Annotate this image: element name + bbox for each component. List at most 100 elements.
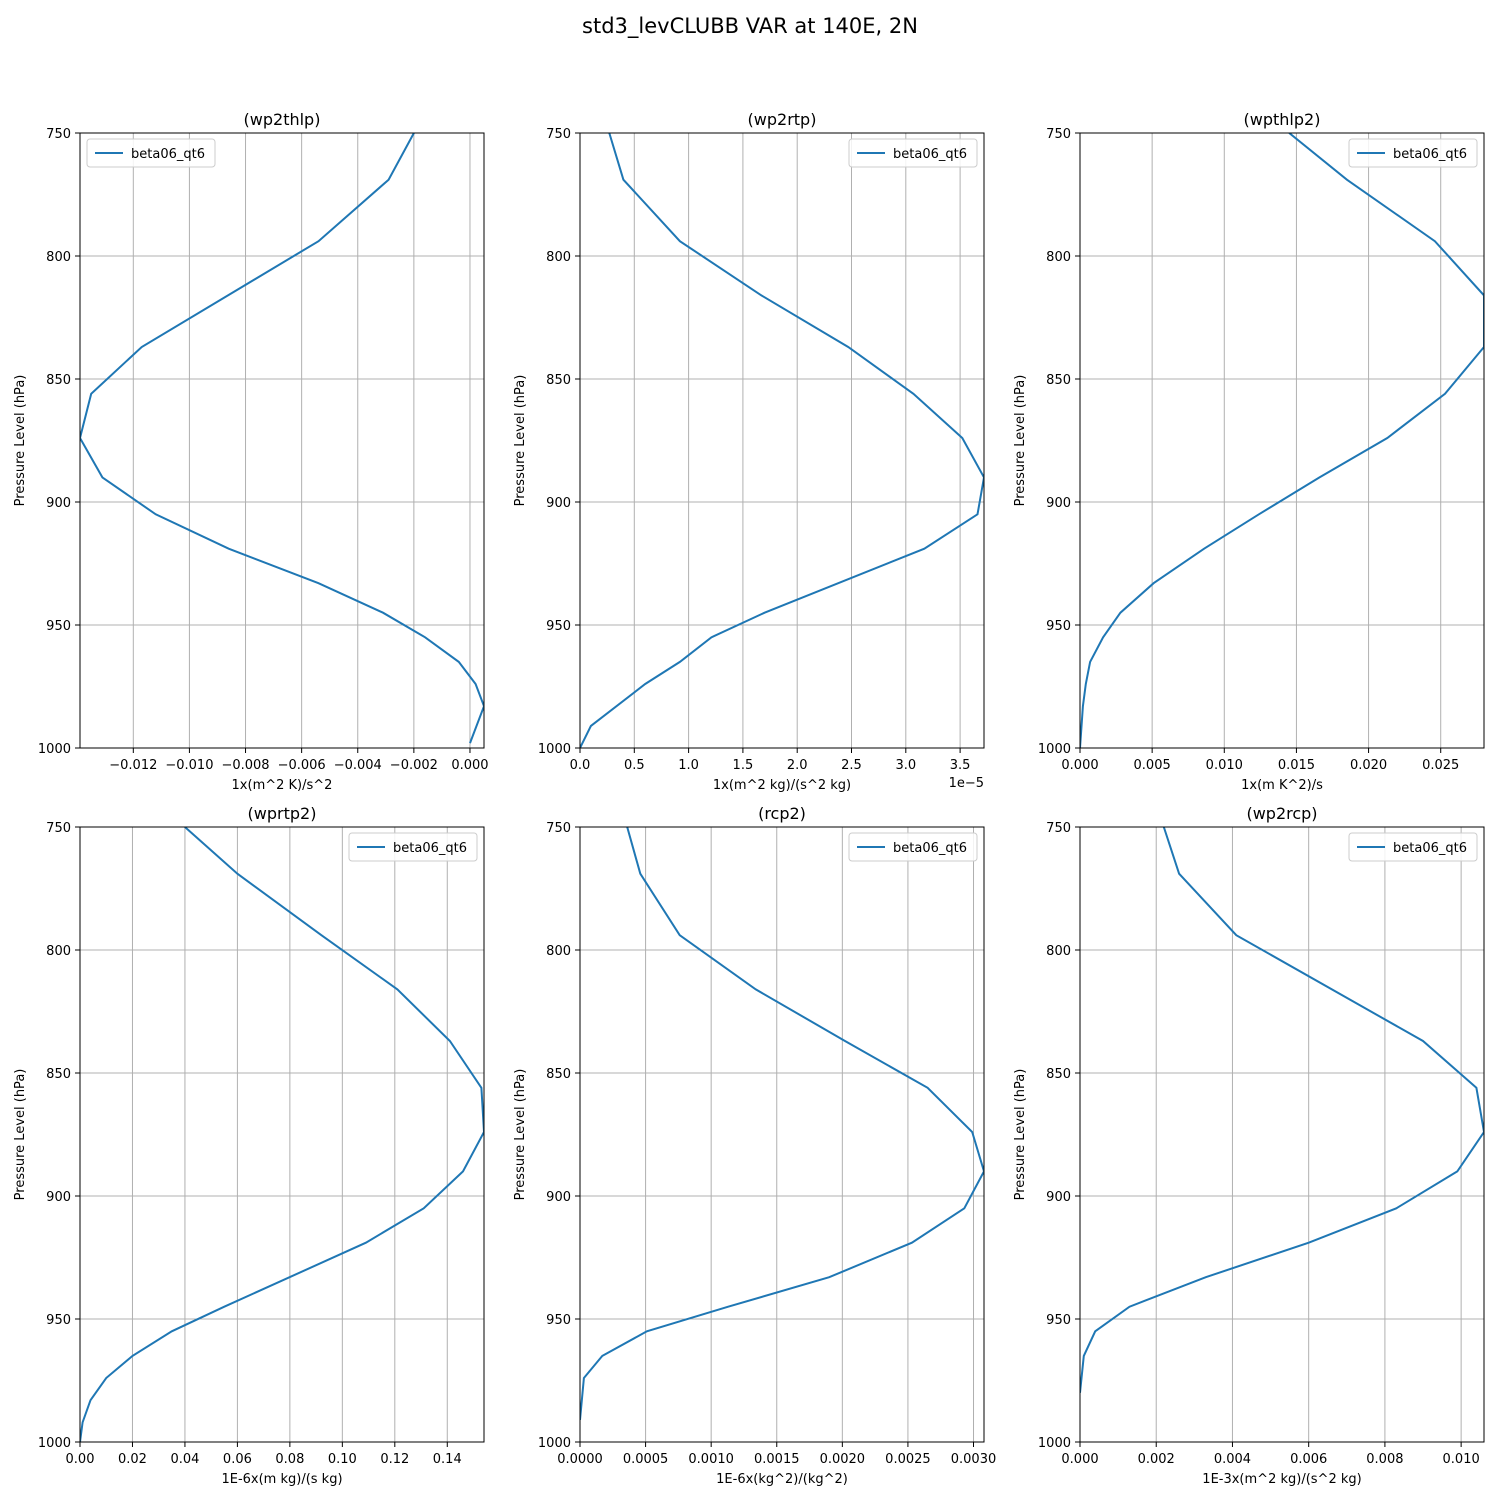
- x-tick-label: 0.02: [118, 1452, 147, 1467]
- legend-box: [848, 138, 978, 168]
- y-tick-label: 750: [546, 821, 571, 836]
- y-tick-label: 900: [46, 1190, 71, 1205]
- series-line-beta06_qt6: [1080, 827, 1484, 1393]
- legend: beta06_qt6: [1348, 832, 1478, 862]
- x-axis-label: 1E-3x(m^2 kg)/(s^2 kg): [1202, 1472, 1361, 1487]
- x-tick-label: 0.0010: [688, 1452, 734, 1467]
- legend: beta06_qt6: [1348, 138, 1478, 168]
- legend-box: [1348, 138, 1478, 168]
- series-line-beta06_qt6: [80, 827, 484, 1442]
- y-tick-label: 1000: [538, 1436, 571, 1451]
- x-tick-label: 0.0030: [951, 1452, 997, 1467]
- x-tick-label: 1.5: [733, 758, 754, 773]
- x-tick-label: −0.004: [334, 758, 382, 773]
- legend-label: beta06_qt6: [893, 147, 967, 162]
- x-tick-label: 0.004: [1214, 1452, 1251, 1467]
- x-tick-label: 0.000: [1061, 1452, 1098, 1467]
- subplot-wpthlp2: 0.000 0.005 0.010 0.015 0.020 0.025 750 800 850 9…: [1013, 110, 1485, 793]
- x-tick-label: 0.0015: [754, 1452, 800, 1467]
- y-tick-label: 850: [46, 373, 71, 388]
- legend-label: beta06_qt6: [893, 841, 967, 856]
- y-tick-label: 850: [1046, 1067, 1071, 1082]
- subplot-rcp2: 0.0000 0.0005 0.0010 0.0015 0.0020 0.0025 0.00…: [513, 804, 996, 1487]
- y-axis-label: Pressure Level (hPa): [513, 1069, 528, 1201]
- x-tick-label: −0.006: [278, 758, 326, 773]
- y-tick-label: 1000: [538, 742, 571, 757]
- x-tick-label: 0.5: [624, 758, 645, 773]
- y-tick-label: 800: [46, 250, 71, 265]
- y-tick-label: 950: [1046, 1313, 1071, 1328]
- y-tick-label: 850: [46, 1067, 71, 1082]
- subplot-wp2rtp: 0.0 0.5 1.0 1.5 2.0 2.5 3.0 3.5 750 800 850 900 950 1…: [513, 110, 985, 793]
- y-tick-label: 900: [546, 1190, 571, 1205]
- y-tick-label: 750: [1046, 127, 1071, 142]
- y-tick-label: 800: [46, 944, 71, 959]
- y-tick-label: 900: [1046, 496, 1071, 511]
- y-tick-label: 950: [546, 1313, 571, 1328]
- x-tick-label: 0.06: [223, 1452, 252, 1467]
- axes-frame: [1079, 826, 1485, 1443]
- y-tick-label: 900: [546, 496, 571, 511]
- axes-frame: [579, 826, 985, 1443]
- y-axis-label: Pressure Level (hPa): [13, 1069, 28, 1201]
- x-tick-label: 0.002: [1138, 1452, 1175, 1467]
- x-tick-label: 3.5: [950, 758, 971, 773]
- x-tick-label: 0.0020: [820, 1452, 866, 1467]
- x-tick-label: 0.0005: [623, 1452, 669, 1467]
- x-tick-label: 0.008: [1366, 1452, 1403, 1467]
- x-tick-label: 0.0025: [885, 1452, 931, 1467]
- x-tick-label: 1.0: [678, 758, 699, 773]
- y-tick-label: 950: [46, 619, 71, 634]
- subplot-title: (wprtp2): [248, 804, 317, 823]
- legend: beta06_qt6: [848, 138, 978, 168]
- x-tick-label: −0.008: [221, 758, 269, 773]
- y-tick-label: 850: [546, 1067, 571, 1082]
- legend-label: beta06_qt6: [393, 841, 467, 856]
- legend-box: [848, 832, 978, 862]
- y-axis-label: Pressure Level (hPa): [1013, 1069, 1028, 1201]
- x-tick-label: 0.000: [1061, 758, 1098, 773]
- x-axis-label: 1x(m^2 K)/s^2: [232, 778, 333, 793]
- x-tick-label: −0.010: [165, 758, 213, 773]
- subplot-title: (wp2rtp): [748, 110, 817, 129]
- y-tick-label: 900: [46, 496, 71, 511]
- y-tick-label: 750: [1046, 821, 1071, 836]
- x-tick-label: 2.5: [841, 758, 862, 773]
- x-tick-label: 0.006: [1290, 1452, 1327, 1467]
- subplot-wp2rcp: 0.000 0.002 0.004 0.006 0.008 0.010 750 800 850 9…: [1013, 804, 1485, 1487]
- y-tick-label: 900: [1046, 1190, 1071, 1205]
- x-tick-label: 0.10: [328, 1452, 357, 1467]
- x-tick-label: 0.005: [1134, 758, 1171, 773]
- y-tick-label: 1000: [1038, 1436, 1071, 1451]
- x-tick-label: 0.015: [1278, 758, 1315, 773]
- y-tick-label: 1000: [1038, 742, 1071, 757]
- y-tick-label: 950: [546, 619, 571, 634]
- y-tick-label: 800: [1046, 250, 1071, 265]
- y-tick-label: 800: [546, 944, 571, 959]
- axes-frame: [1079, 132, 1485, 749]
- series-line-beta06_qt6: [80, 133, 484, 744]
- x-axis-label: 1x(m^2 kg)/(s^2 kg): [713, 778, 851, 793]
- legend-label: beta06_qt6: [131, 147, 205, 162]
- axes-frame: [579, 132, 985, 749]
- y-tick-label: 800: [546, 250, 571, 265]
- legend-box: [86, 138, 216, 168]
- x-offset-text: 1e−5: [949, 776, 984, 791]
- x-tick-label: 0.010: [1443, 1452, 1480, 1467]
- subplot-title: (wp2thlp): [244, 110, 321, 129]
- subplot-title: (wp2rcp): [1246, 804, 1317, 823]
- x-tick-label: 2.0: [787, 758, 808, 773]
- x-tick-label: −0.002: [390, 758, 438, 773]
- figure-suptitle: std3_levCLUBB VAR at 140E, 2N: [582, 14, 918, 38]
- legend-label: beta06_qt6: [1393, 841, 1467, 856]
- y-tick-label: 800: [1046, 944, 1071, 959]
- legend: beta06_qt6: [86, 138, 216, 168]
- y-tick-label: 750: [46, 821, 71, 836]
- y-axis-label: Pressure Level (hPa): [513, 375, 528, 507]
- axes-frame: [79, 826, 485, 1443]
- x-tick-label: 0.025: [1422, 758, 1459, 773]
- x-tick-label: 0.0: [570, 758, 591, 773]
- legend-label: beta06_qt6: [1393, 147, 1467, 162]
- x-axis-label: 1E-6x(m kg)/(s kg): [221, 1472, 342, 1487]
